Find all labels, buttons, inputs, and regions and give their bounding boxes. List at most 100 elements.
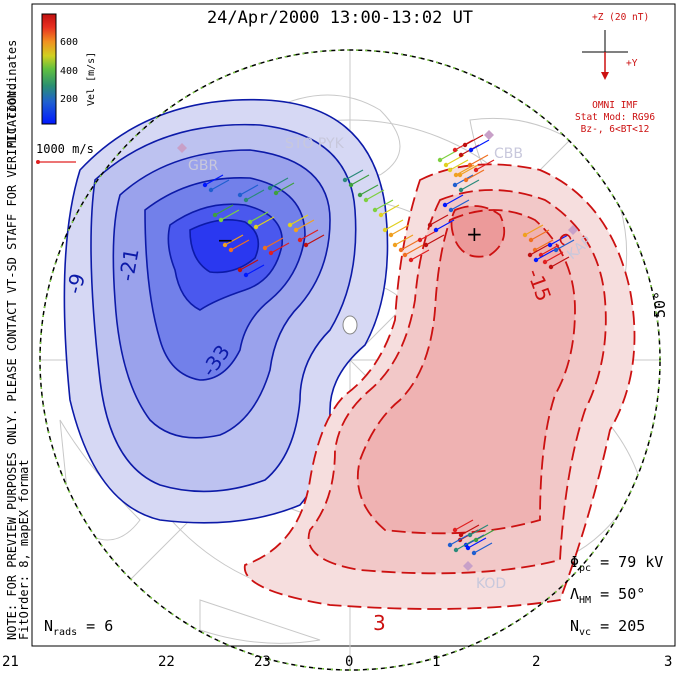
velocity-vector-origin <box>467 162 473 168</box>
velocity-vector <box>460 524 480 536</box>
velocity-vector <box>269 177 289 189</box>
pole-marker <box>342 315 358 335</box>
velocity-vector-origin <box>378 212 384 218</box>
station-marker <box>568 225 578 235</box>
velocity-vectors <box>202 134 575 556</box>
velocity-vector <box>255 216 275 228</box>
velocity-vector-origin <box>417 237 423 243</box>
velocity-vector-origin <box>247 219 253 225</box>
velocity-vector-origin <box>287 222 293 228</box>
velocity-vector-origin <box>228 247 234 253</box>
velocity-vector <box>535 249 555 261</box>
imf-model-line: Bz-, 6<BT<12 <box>580 124 650 135</box>
velocity-vector <box>550 256 570 268</box>
velocity-vector <box>400 239 420 251</box>
velocity-vector-origin <box>465 545 471 551</box>
velocity-vector-origin <box>453 172 459 178</box>
velocity-vector-origin <box>382 227 388 233</box>
velocity-vector <box>469 154 489 166</box>
map-title: 24/Apr/2000 13:00-13:02 UT <box>206 8 474 28</box>
velocity-vector-origin <box>467 532 473 538</box>
mlt-coordinates-label: MLT coordinates <box>5 40 19 148</box>
scale-vector-label: 1000 m/s <box>36 142 94 156</box>
velocity-vector-origin <box>243 272 249 278</box>
latitude-label: 50° <box>651 291 669 318</box>
velocity-vector-origin <box>402 252 408 258</box>
colorbar-tick: 600 <box>60 37 79 48</box>
velocity-vector-origin <box>423 242 429 248</box>
velocity-vector <box>469 524 489 536</box>
velocity-vector <box>410 249 430 261</box>
mlt-tick-label: 0 <box>345 654 354 670</box>
velocity-vector-origin <box>448 207 454 213</box>
velocity-vector-origin <box>208 187 214 193</box>
velocity-vector-origin <box>473 167 479 173</box>
velocity-vector-origin <box>392 242 398 248</box>
heppner-maynard-latitude: ΛHM = 50° <box>570 585 646 606</box>
velocity-vector-origin <box>253 224 259 230</box>
imf-model-line: OMNI IMF <box>592 100 638 111</box>
velocity-vector-origin <box>267 185 273 191</box>
velocity-vector <box>359 184 379 196</box>
velocity-vector <box>299 229 319 241</box>
velocity-vector-origin <box>398 247 404 253</box>
velocity-vector <box>450 199 470 211</box>
velocity-vector <box>534 239 554 251</box>
velocity-vector-origin <box>522 232 528 238</box>
velocity-vector <box>249 211 269 223</box>
station-marker <box>463 561 473 571</box>
velocity-vector-origin <box>542 259 548 265</box>
velocity-vector-origin <box>243 197 249 203</box>
velocity-vector <box>245 264 265 276</box>
velocity-vector <box>404 244 424 256</box>
velocity-vector-origin <box>388 232 394 238</box>
velocity-vector <box>270 242 290 254</box>
velocity-vector-origin <box>348 182 354 188</box>
velocity-vector <box>449 159 469 171</box>
velocity-vector-origin <box>548 264 554 270</box>
velocity-vector-origin <box>273 190 279 196</box>
velocity-vector-origin <box>443 162 449 168</box>
velocity-vector-origin <box>293 227 299 233</box>
velocity-vector <box>220 209 240 221</box>
velocity-vector-origin <box>237 192 243 198</box>
velocity-vector-origin <box>447 542 453 548</box>
potential-minimum-marker: − <box>217 228 234 252</box>
velocity-vector <box>464 134 484 146</box>
velocity-vector <box>374 199 394 211</box>
velocity-vector-origin <box>553 247 559 253</box>
velocity-vector <box>524 224 544 236</box>
velocity-vector-origin <box>303 242 309 248</box>
velocity-vector <box>473 542 493 554</box>
velocity-vector <box>549 234 569 246</box>
station-label: KOD <box>476 576 506 592</box>
velocity-vector-origin <box>527 252 533 258</box>
velocity-vector-origin <box>202 182 208 188</box>
velocity-vector <box>530 229 550 241</box>
velocity-vector-origin <box>547 242 553 248</box>
imf-clock <box>582 30 628 80</box>
velocity-vector <box>210 179 230 191</box>
velocity-vector <box>224 234 244 246</box>
colorbar-tick: 400 <box>60 66 79 77</box>
velocity-vector-origin <box>457 172 463 178</box>
velocity-vector <box>384 219 404 231</box>
mlt-tick-label: 22 <box>158 654 175 670</box>
velocity-vector <box>380 204 400 216</box>
velocity-vector-origin <box>437 157 443 163</box>
velocity-vector <box>529 244 549 256</box>
velocity-vector-origin <box>462 142 468 148</box>
velocity-vector-origin <box>372 207 378 213</box>
velocity-vector-origin <box>297 237 303 243</box>
velocity-vector <box>350 174 370 186</box>
velocity-vector <box>459 164 479 176</box>
velocity-vector <box>467 537 487 549</box>
velocity-vector-origin <box>268 250 274 256</box>
velocity-vector <box>295 219 315 231</box>
contour-label: 3 <box>373 611 386 635</box>
imf-model-line: Stat Mod: RG96 <box>575 112 656 123</box>
velocity-vector <box>365 189 385 201</box>
cross-polar-cap-potential: Φpc = 79 kV <box>570 553 664 574</box>
velocity-vector <box>540 244 560 256</box>
